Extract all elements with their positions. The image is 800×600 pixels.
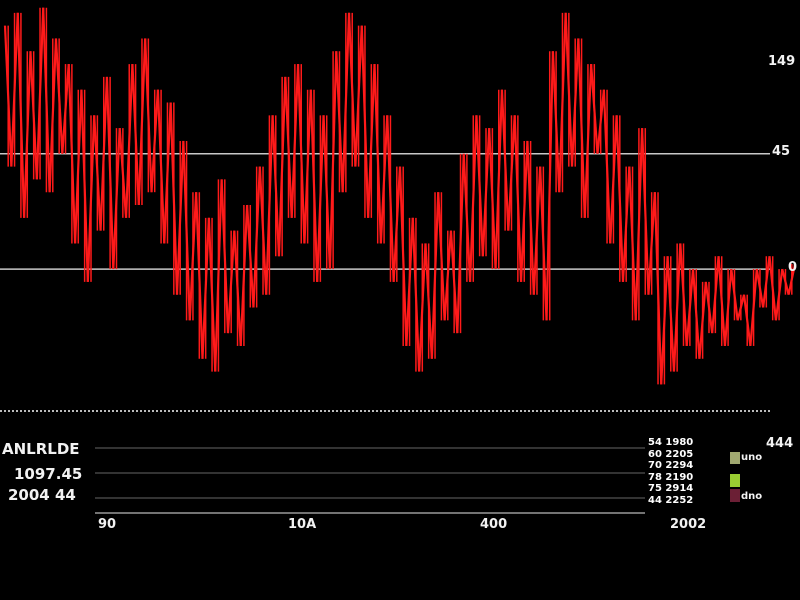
legend-value: 70 2294 (648, 460, 694, 471)
y-tick-label: 149 (768, 54, 796, 69)
legend-value: 54 1980 (648, 437, 694, 448)
legend-values-column: 54 1980 60 2205 70 2294 78 2190 75 2914 44 22… (648, 437, 693, 506)
legend-swatch-label: uno (741, 452, 763, 463)
y-tick-label: 45 (772, 144, 791, 159)
legend-value: 75 2914 (648, 483, 694, 494)
legend-title: ANLRLDE (2, 440, 80, 458)
legend-row: 1097.45 (14, 465, 83, 483)
legend-swatch (730, 452, 740, 464)
legend-right-label: 444 (766, 436, 794, 451)
legend-row: 2004 44 (8, 486, 76, 504)
legend-value: 44 2252 (648, 494, 694, 506)
x-tick-label: 90 (98, 517, 117, 532)
legend-value: 78 2190 (648, 471, 694, 483)
x-tick-label: 2002 (670, 517, 707, 532)
x-tick-label: 10A (288, 517, 317, 532)
x-tick-label: 400 (480, 517, 508, 532)
legend-swatch (730, 489, 740, 502)
legend-value: 60 2205 (648, 448, 694, 460)
legend-swatch (730, 474, 740, 487)
legend-swatch-label: dno (741, 491, 763, 502)
y-tick-label: 0 (788, 260, 798, 275)
